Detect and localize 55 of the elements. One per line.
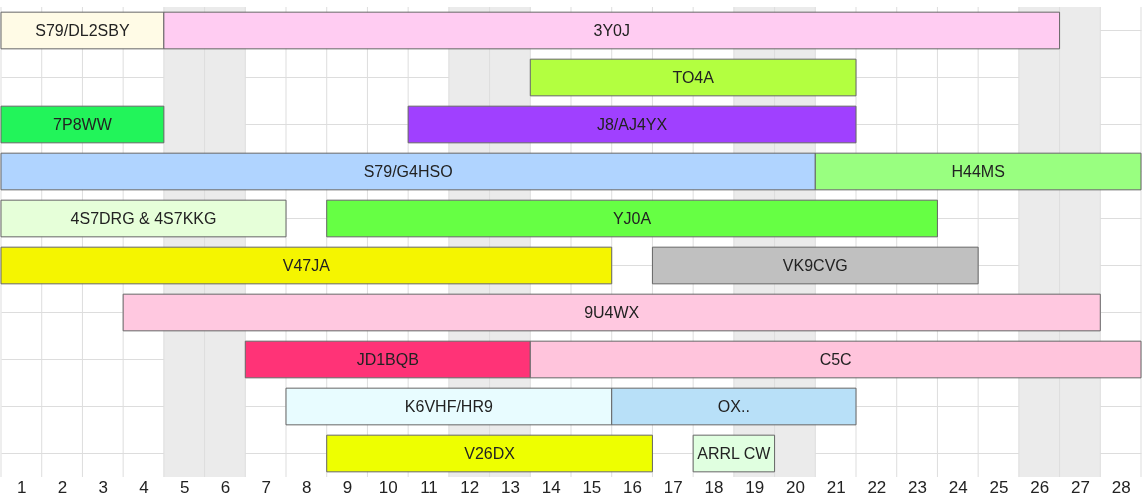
annotation: TO4A (672, 68, 715, 86)
x-tick-label: 14 (541, 477, 561, 497)
annotation: 9U4WX (584, 303, 640, 321)
annotation: 7P8WW (53, 115, 113, 133)
x-tick-label: 16 (623, 477, 643, 497)
annotation: C5C (819, 350, 852, 368)
x-tick-label: 21 (826, 477, 846, 497)
x-tick-label: 12 (460, 477, 480, 497)
x-tick-label: 7 (261, 477, 271, 497)
x-tick-label: 1 (17, 477, 27, 497)
annotation: ARRL CW (697, 444, 772, 462)
x-tick-label: 17 (663, 477, 683, 497)
annotation: S79/G4HSO (363, 162, 453, 180)
bar (122, 293, 1101, 332)
x-tick-label: 27 (1070, 477, 1090, 497)
x-tick-label: 13 (500, 477, 520, 497)
annotation: K6VHF/HR9 (404, 397, 493, 415)
annotation: YJ0A (612, 209, 652, 227)
x-tick-label: 9 (342, 477, 353, 497)
x-tick-label: 4 (139, 477, 149, 497)
x-tick-label: 23 (908, 477, 928, 497)
bar (0, 246, 613, 285)
x-tick-label: 3 (98, 477, 109, 497)
annotation: 4S7DRG & 4S7KKG (70, 209, 217, 227)
x-tick-label: 8 (302, 477, 312, 497)
bar (0, 105, 165, 144)
bar (0, 199, 287, 238)
bar (651, 246, 979, 285)
annotation: V47JA (282, 256, 331, 274)
annotation: VK9CVG (782, 256, 848, 274)
annotation: 3Y0J (593, 21, 630, 39)
x-tick-label: 10 (378, 477, 398, 497)
x-tick-label: 25 (989, 477, 1009, 497)
annotation: S79/DL2SBY (35, 21, 130, 39)
x-tick-label: 19 (745, 477, 765, 497)
bar (529, 58, 857, 97)
x-tick-label: 28 (1111, 477, 1131, 497)
x-tick-label: 26 (1030, 477, 1050, 497)
annotation: V26DX (464, 444, 516, 462)
x-tick-label: 15 (582, 477, 602, 497)
bar (326, 199, 938, 238)
x-tick-label: 5 (179, 477, 190, 497)
annotation: H44MS (951, 162, 1005, 180)
annotation: OX.. (717, 397, 750, 415)
annotation: J8/AJ4YX (596, 115, 668, 133)
x-tick-label: 11 (420, 477, 438, 497)
bar (326, 434, 653, 473)
x-tick-label: 22 (867, 477, 887, 497)
x-tick-label: 2 (57, 477, 68, 497)
annotation: JD1BQB (356, 350, 419, 368)
x-tick-label: 20 (785, 477, 805, 497)
x-tick-label: 6 (220, 477, 231, 497)
x-tick-label: 18 (704, 477, 724, 497)
bar (407, 105, 857, 144)
x-tick-label: 24 (948, 477, 968, 497)
